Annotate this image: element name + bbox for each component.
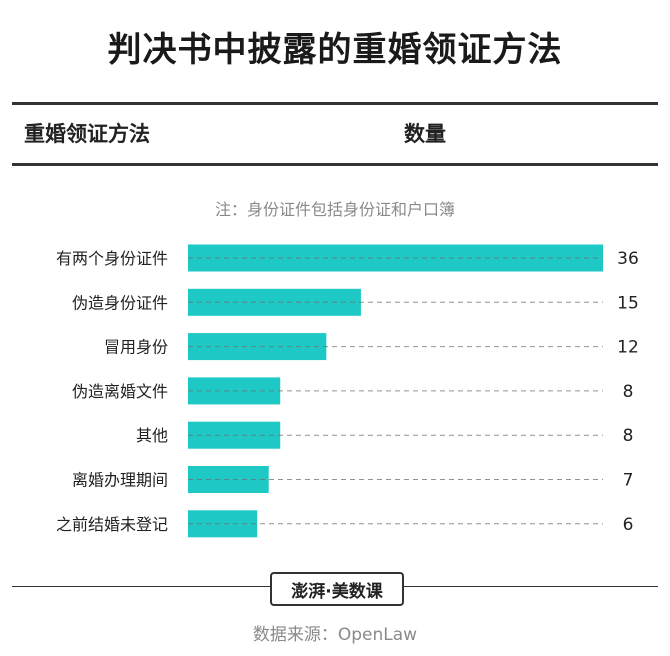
header-top-rule <box>12 102 658 105</box>
brand-logo: 澎湃·美数课 <box>270 572 404 606</box>
value-label: 15 <box>617 293 639 313</box>
category-label: 冒用身份 <box>104 338 168 357</box>
category-column-header: 重婚领证方法 <box>24 122 150 146</box>
category-label: 之前结婚未登记 <box>56 515 168 534</box>
value-label: 36 <box>617 249 639 269</box>
brand-logo-text: 澎湃·美数课 <box>291 581 383 602</box>
category-label: 有两个身份证件 <box>56 249 168 268</box>
count-column-header: 数量 <box>404 122 446 146</box>
footer-rule-right <box>400 586 658 587</box>
footer-rule-left <box>12 586 270 587</box>
value-label: 6 <box>623 515 634 535</box>
bar-chart: 有两个身份证件 36 伪造身份证件 15 冒用身份 12 伪造离婚文件 8 其他 8 离婚办理期间 7… <box>56 244 639 538</box>
category-label: 伪造离婚文件 <box>72 382 168 401</box>
category-label: 其他 <box>136 426 168 445</box>
data-source: 数据来源：OpenLaw <box>252 625 418 645</box>
chart-title: 判决书中披露的重婚领证方法 <box>107 30 563 70</box>
category-label: 伪造身份证件 <box>72 293 168 312</box>
category-label: 离婚办理期间 <box>72 471 168 490</box>
header-bottom-rule <box>12 163 658 166</box>
value-label: 7 <box>623 471 634 491</box>
value-label: 8 <box>623 426 634 446</box>
value-label: 12 <box>617 338 639 358</box>
bar <box>188 333 327 361</box>
chart-note: 注：身份证件包括身份证和户口簿 <box>214 200 455 219</box>
value-label: 8 <box>623 382 634 402</box>
